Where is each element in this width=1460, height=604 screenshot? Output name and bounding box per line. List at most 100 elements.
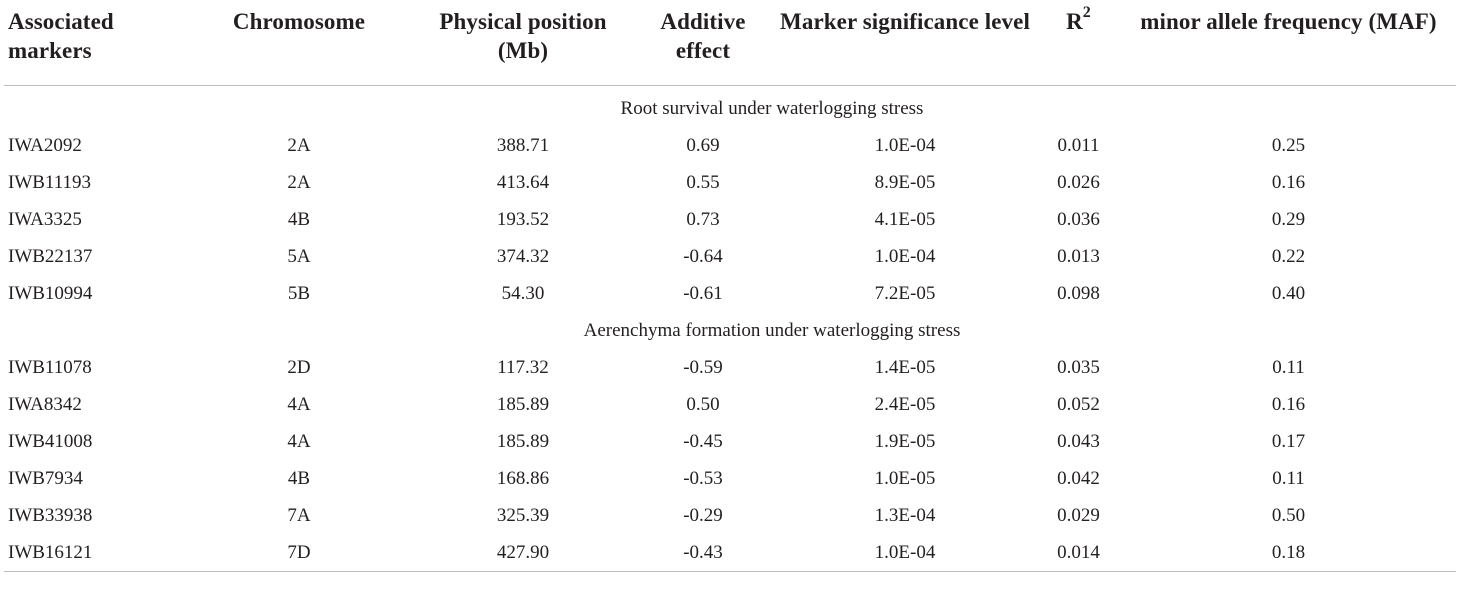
marker-association-table: Associated markers Chromosome Physical p…	[4, 0, 1456, 572]
cell-chromosome: 4B	[287, 208, 311, 230]
cell-additive-effect: 0.69	[686, 134, 720, 156]
cell-maf: 0.50	[1271, 504, 1306, 526]
cell-marker: IWB16121	[4, 534, 184, 572]
table-row: IWB11078 2D 117.32 -0.59 1.4E-05 0.035 0.11	[4, 349, 1456, 386]
table-row: IWA8342 4A 185.89 0.50 2.4E-05 0.052 0.16	[4, 386, 1456, 423]
header-r-superscript: 2	[1082, 4, 1091, 21]
cell-marker: IWB41008	[8, 430, 93, 452]
cell-additive-effect: -0.64	[683, 245, 723, 267]
cell-r-squared: 0.052	[1057, 393, 1100, 415]
cell-significance: 1.9E-05	[874, 430, 936, 452]
cell-maf: 0.11	[1272, 356, 1305, 378]
cell-significance: 8.9E-05	[874, 171, 936, 193]
cell-position: 388.71	[496, 134, 550, 156]
cell-chromosome: 4A	[287, 430, 311, 452]
cell-marker: IWA3325	[8, 208, 82, 230]
cell-chromosome: 5A	[287, 245, 311, 267]
cell-chromosome: 4A	[287, 393, 311, 415]
cell-marker: IWA2092	[8, 134, 82, 156]
cell-additive-effect: -0.53	[683, 467, 723, 489]
cell-chromosome: 7D	[184, 534, 414, 572]
table-row: IWB7934 4B 168.86 -0.53 1.0E-05 0.042 0.11	[4, 460, 1456, 497]
table-row: IWB41008 4A 185.89 -0.45 1.9E-05 0.043 0.17	[4, 423, 1456, 460]
cell-maf: 0.29	[1271, 208, 1306, 230]
cell-r-squared: 0.035	[1057, 356, 1100, 378]
cell-marker: IWB10994	[8, 282, 93, 304]
cell-additive-effect: -0.45	[683, 430, 723, 452]
cell-maf: 0.25	[1271, 134, 1306, 156]
cell-position: 117.32	[497, 356, 549, 378]
cell-significance: 2.4E-05	[874, 393, 936, 415]
cell-significance: 1.0E-04	[774, 534, 1036, 572]
cell-marker: IWB7934	[8, 467, 83, 489]
cell-position: 325.39	[496, 504, 550, 526]
cell-marker: IWB33938	[8, 504, 93, 526]
section-row: Aerenchyma formation under waterlogging …	[4, 312, 1456, 349]
cell-position: 168.86	[496, 467, 550, 489]
header-r-squared: R2	[1036, 0, 1121, 86]
cell-additive-effect: 0.50	[686, 393, 720, 415]
table-row: IWB11193 2A 413.64 0.55 8.9E-05 0.026 0.16	[4, 164, 1456, 201]
header-r-label: R	[1066, 9, 1083, 34]
cell-position: 54.30	[501, 282, 545, 304]
cell-significance: 1.4E-05	[874, 356, 936, 378]
header-row: Associated markers Chromosome Physical p…	[4, 0, 1456, 86]
cell-additive-effect: 0.73	[686, 208, 720, 230]
cell-position: 413.64	[496, 171, 550, 193]
cell-maf: 0.40	[1271, 282, 1306, 304]
cell-additive-effect: 0.55	[686, 171, 720, 193]
table-header: Associated markers Chromosome Physical p…	[4, 0, 1456, 86]
cell-r-squared: 0.043	[1057, 430, 1100, 452]
table-row: IWB16121 7D 427.90 -0.43 1.0E-04 0.014 0.18	[4, 534, 1456, 572]
cell-significance: 1.0E-04	[874, 134, 936, 156]
header-additive-effect: Additive effect	[632, 0, 774, 86]
cell-r-squared: 0.026	[1057, 171, 1100, 193]
cell-significance: 1.3E-04	[874, 504, 936, 526]
section-title: Aerenchyma formation under waterlogging …	[583, 319, 961, 341]
cell-marker: IWB11193	[8, 171, 92, 193]
cell-position: 427.90	[414, 534, 632, 572]
table-row: IWB10994 5B 54.30 -0.61 7.2E-05 0.098 0.40	[4, 275, 1456, 312]
table-body: Root survival under waterlogging stress I…	[4, 86, 1456, 572]
cell-maf: 0.18	[1121, 534, 1456, 572]
cell-chromosome: 2D	[287, 356, 311, 378]
cell-r-squared: 0.011	[1057, 134, 1100, 156]
cell-significance: 4.1E-05	[874, 208, 936, 230]
cell-maf: 0.17	[1271, 430, 1306, 452]
cell-marker: IWA8342	[8, 393, 82, 415]
cell-chromosome: 7A	[287, 504, 311, 526]
cell-r-squared: 0.036	[1057, 208, 1100, 230]
header-physical-position: Physical position (Mb)	[414, 0, 632, 86]
cell-chromosome: 2A	[287, 134, 311, 156]
cell-chromosome: 4B	[287, 467, 311, 489]
table-row: IWB22137 5A 374.32 -0.64 1.0E-04 0.013 0.22	[4, 238, 1456, 275]
cell-additive-effect: -0.61	[683, 282, 723, 304]
table-row: IWA2092 2A 388.71 0.69 1.0E-04 0.011 0.25	[4, 127, 1456, 164]
cell-additive-effect: -0.29	[683, 504, 723, 526]
cell-position: 185.89	[496, 430, 550, 452]
cell-additive-effect: -0.59	[683, 356, 723, 378]
cell-r-squared: 0.042	[1057, 467, 1100, 489]
table-row: IWA3325 4B 193.52 0.73 4.1E-05 0.036 0.29	[4, 201, 1456, 238]
cell-r-squared: 0.014	[1036, 534, 1121, 572]
cell-additive-effect: -0.43	[632, 534, 774, 572]
header-maf: minor allele frequency (MAF)	[1121, 0, 1456, 86]
cell-r-squared: 0.098	[1057, 282, 1100, 304]
cell-significance: 1.0E-04	[874, 245, 936, 267]
cell-position: 374.32	[496, 245, 550, 267]
cell-maf: 0.16	[1271, 393, 1306, 415]
cell-position: 185.89	[496, 393, 550, 415]
cell-marker: IWB11078	[8, 356, 92, 378]
cell-maf: 0.22	[1271, 245, 1306, 267]
cell-r-squared: 0.029	[1057, 504, 1100, 526]
cell-maf: 0.11	[1272, 467, 1305, 489]
section-row: Root survival under waterlogging stress	[4, 86, 1456, 128]
table-row: IWB33938 7A 325.39 -0.29 1.3E-04 0.029 0.50	[4, 497, 1456, 534]
cell-significance: 1.0E-05	[874, 467, 936, 489]
cell-chromosome: 2A	[287, 171, 311, 193]
cell-marker: IWB22137	[8, 245, 93, 267]
cell-significance: 7.2E-05	[874, 282, 936, 304]
header-associated-markers: Associated markers	[4, 0, 184, 86]
cell-r-squared: 0.013	[1057, 245, 1100, 267]
